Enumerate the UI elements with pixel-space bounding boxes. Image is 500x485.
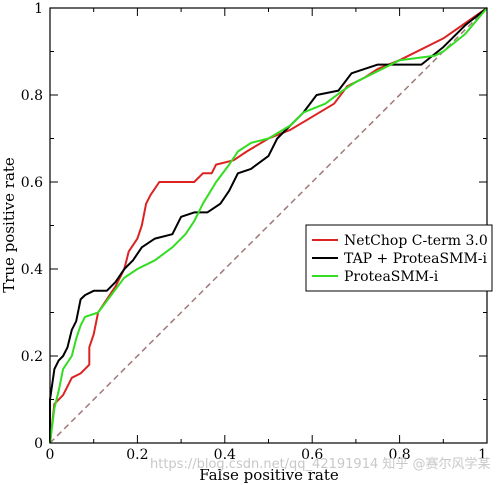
y-tick-label: 1	[34, 1, 43, 17]
series-line-proteasmm-i	[49, 7, 488, 444]
x-tick-label: 0.4	[214, 447, 236, 463]
plot-area	[49, 7, 488, 444]
legend-label-tap-proteasmm: TAP + ProteaSMM-i	[344, 251, 488, 267]
x-tick-label: 0.8	[388, 447, 410, 463]
x-tick-label: 1	[478, 447, 487, 463]
y-tick-label: 0.2	[21, 349, 43, 365]
watermark: https://blog.csdn.net/qq_42191914 知乎 @赛尔…	[150, 456, 491, 472]
y-tick-label: 0	[34, 436, 43, 452]
legend-label-netchop: NetChop C-term 3.0	[344, 233, 488, 249]
x-tick-label: 0	[46, 447, 55, 463]
series-line-netchop-c-term-3-0	[49, 7, 488, 444]
series-line-diagonal-reference	[49, 7, 488, 444]
y-tick-label: 0.4	[21, 262, 43, 278]
x-tick-label: 0.2	[126, 447, 148, 463]
y-axis-title: True positive rate	[0, 157, 18, 293]
x-axis-title: False positive rate	[199, 466, 339, 484]
y-tick-label: 0.6	[21, 175, 43, 191]
x-tick-label: 0.6	[301, 447, 323, 463]
series-line-tap-proteasmm-i	[49, 7, 488, 443]
y-tick-label: 0.8	[21, 88, 43, 104]
legend: NetChop C-term 3.0 TAP + ProteaSMM-i Pro…	[305, 224, 493, 292]
legend-label-proteasmm: ProteaSMM-i	[344, 269, 439, 285]
